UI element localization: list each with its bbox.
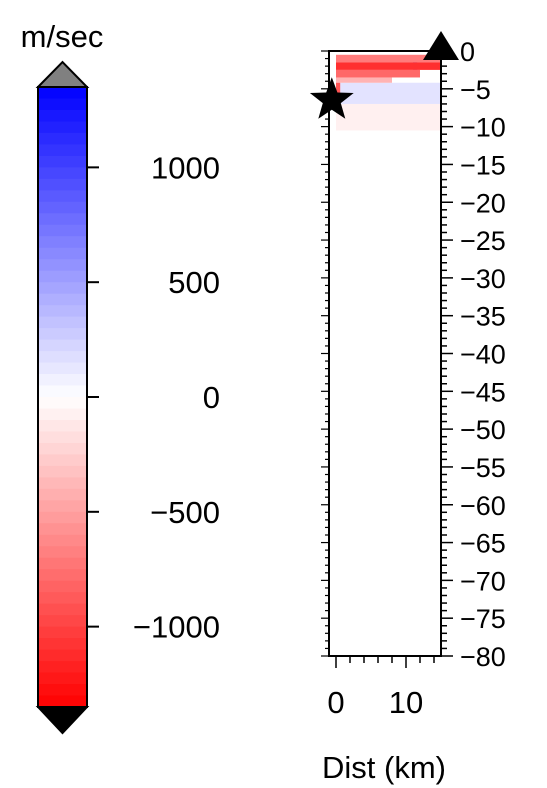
y-tick-label: −50 — [460, 415, 506, 445]
colorbar-swatch — [38, 282, 87, 295]
colorbar-swatch — [38, 201, 87, 214]
colorbar-swatch — [38, 144, 87, 157]
colorbar-swatch — [38, 213, 87, 226]
velocity-cell — [336, 82, 341, 95]
colorbar-swatch — [38, 362, 87, 375]
y-tick-label: −60 — [460, 491, 506, 521]
colorbar-swatch — [38, 190, 87, 203]
colorbar-swatch — [38, 649, 87, 662]
colorbar-swatch — [38, 569, 87, 582]
colorbar-swatch — [38, 661, 87, 674]
colorbar-swatch — [38, 121, 87, 134]
colorbar-swatch — [38, 305, 87, 318]
colorbar-underflow-triangle — [35, 706, 90, 735]
colorbar-swatch — [38, 98, 87, 111]
colorbar-swatch — [38, 270, 87, 283]
colorbar-swatch — [38, 523, 87, 536]
y-tick-label: −55 — [460, 453, 506, 483]
y-tick-label: −25 — [460, 226, 506, 256]
star-marker — [309, 77, 354, 119]
colorbar-swatch — [38, 442, 87, 456]
y-tick-label: −45 — [460, 377, 506, 407]
colorbar-tick-label: 1000 — [151, 150, 220, 185]
colorbar-swatch — [38, 385, 87, 398]
y-tick-label: −80 — [460, 642, 506, 672]
colorbar-swatch — [38, 236, 87, 249]
colorbar-swatch — [38, 431, 87, 444]
colorbar-ticks: 1000 500 0 −500 −1000 — [87, 150, 220, 645]
y-tick-label: −35 — [460, 302, 506, 332]
colorbar-swatch — [38, 167, 87, 180]
colorbar-swatch — [38, 247, 87, 260]
colorbar-swatch — [38, 87, 87, 100]
colorbar-swatch — [38, 546, 87, 559]
velocity-cell — [336, 54, 441, 63]
x-axis-label: Dist (km) — [322, 750, 446, 785]
colorbar-swatch — [38, 109, 87, 123]
colorbar-swatch — [38, 339, 87, 352]
colorbar-swatch — [38, 603, 87, 616]
colorbar-swatch — [38, 132, 87, 146]
colorbar-swatch — [38, 178, 87, 191]
colorbar-swatch — [38, 408, 87, 421]
colorbar-tick-label: 500 — [168, 265, 220, 300]
y-tick-label: −30 — [460, 264, 506, 294]
colorbar-swatch — [38, 511, 87, 524]
x-tick-label: 0 — [327, 685, 344, 720]
colorbar-swatch — [38, 316, 87, 329]
y-tick-label: 0 — [460, 37, 475, 67]
y-tick-label: −20 — [460, 188, 506, 218]
y-tick-label: −75 — [460, 604, 506, 634]
colorbar-swatch — [38, 695, 87, 708]
y-tick-label: −70 — [460, 566, 506, 596]
colorbar-unit-label: m/sec — [21, 19, 104, 54]
colorbar-swatch — [38, 488, 87, 501]
colorbar-swatch — [38, 557, 87, 570]
colorbar-swatch — [38, 580, 87, 593]
colorbar-swatch — [38, 328, 87, 341]
colorbar-swatch — [38, 419, 87, 433]
velocity-cell — [336, 103, 441, 131]
velocity-cell — [336, 62, 441, 70]
velocity-plot — [328, 50, 442, 657]
colorbar-swatch — [38, 374, 87, 387]
colorbar-tick-label: −500 — [150, 495, 220, 530]
colorbar-swatch — [38, 293, 87, 306]
depth-axis: 0 −5 −10 −15 −20 −25 −30 −35 −40 −45 −50 −55 −60 −65 −… — [321, 37, 506, 672]
colorbar-swatch — [38, 638, 87, 651]
colorbar-swatch — [38, 465, 87, 478]
velocity-cell — [336, 69, 420, 78]
colorbar-swatch — [38, 500, 87, 513]
distance-axis: 0 10 — [327, 656, 435, 720]
colorbar-overflow-triangle — [35, 60, 90, 88]
y-tick-label: −5 — [460, 75, 491, 105]
plot-background — [329, 51, 441, 656]
colorbar-swatch — [38, 534, 87, 547]
colorbar-swatch — [38, 477, 87, 490]
colorbar-swatch — [38, 615, 87, 628]
colorbar-swatch — [38, 626, 87, 639]
colorbar-tick-label: 0 — [203, 380, 220, 415]
y-tick-label: −15 — [460, 150, 506, 180]
colorbar-swatch — [38, 351, 87, 364]
colorbar-swatch — [38, 155, 87, 168]
y-tick-label: −10 — [460, 113, 506, 143]
colorbar-swatch — [38, 259, 87, 272]
colorbar-tick-label: −1000 — [133, 610, 220, 645]
velocity-cell — [336, 82, 441, 104]
x-tick-label: 10 — [389, 685, 423, 720]
velocity-cell — [336, 77, 392, 83]
colorbar-swatch — [38, 397, 87, 410]
colorbar-swatch — [38, 224, 87, 237]
markers — [309, 31, 459, 119]
y-tick-label: −65 — [460, 529, 506, 559]
colorbar-swatch — [38, 592, 87, 605]
y-tick-label: −40 — [460, 340, 506, 370]
colorbar-swatch — [38, 672, 87, 685]
colorbar-swatch — [38, 684, 87, 697]
triangle-marker — [423, 31, 459, 60]
colorbar — [35, 60, 90, 735]
colorbar-swatch — [38, 454, 87, 467]
